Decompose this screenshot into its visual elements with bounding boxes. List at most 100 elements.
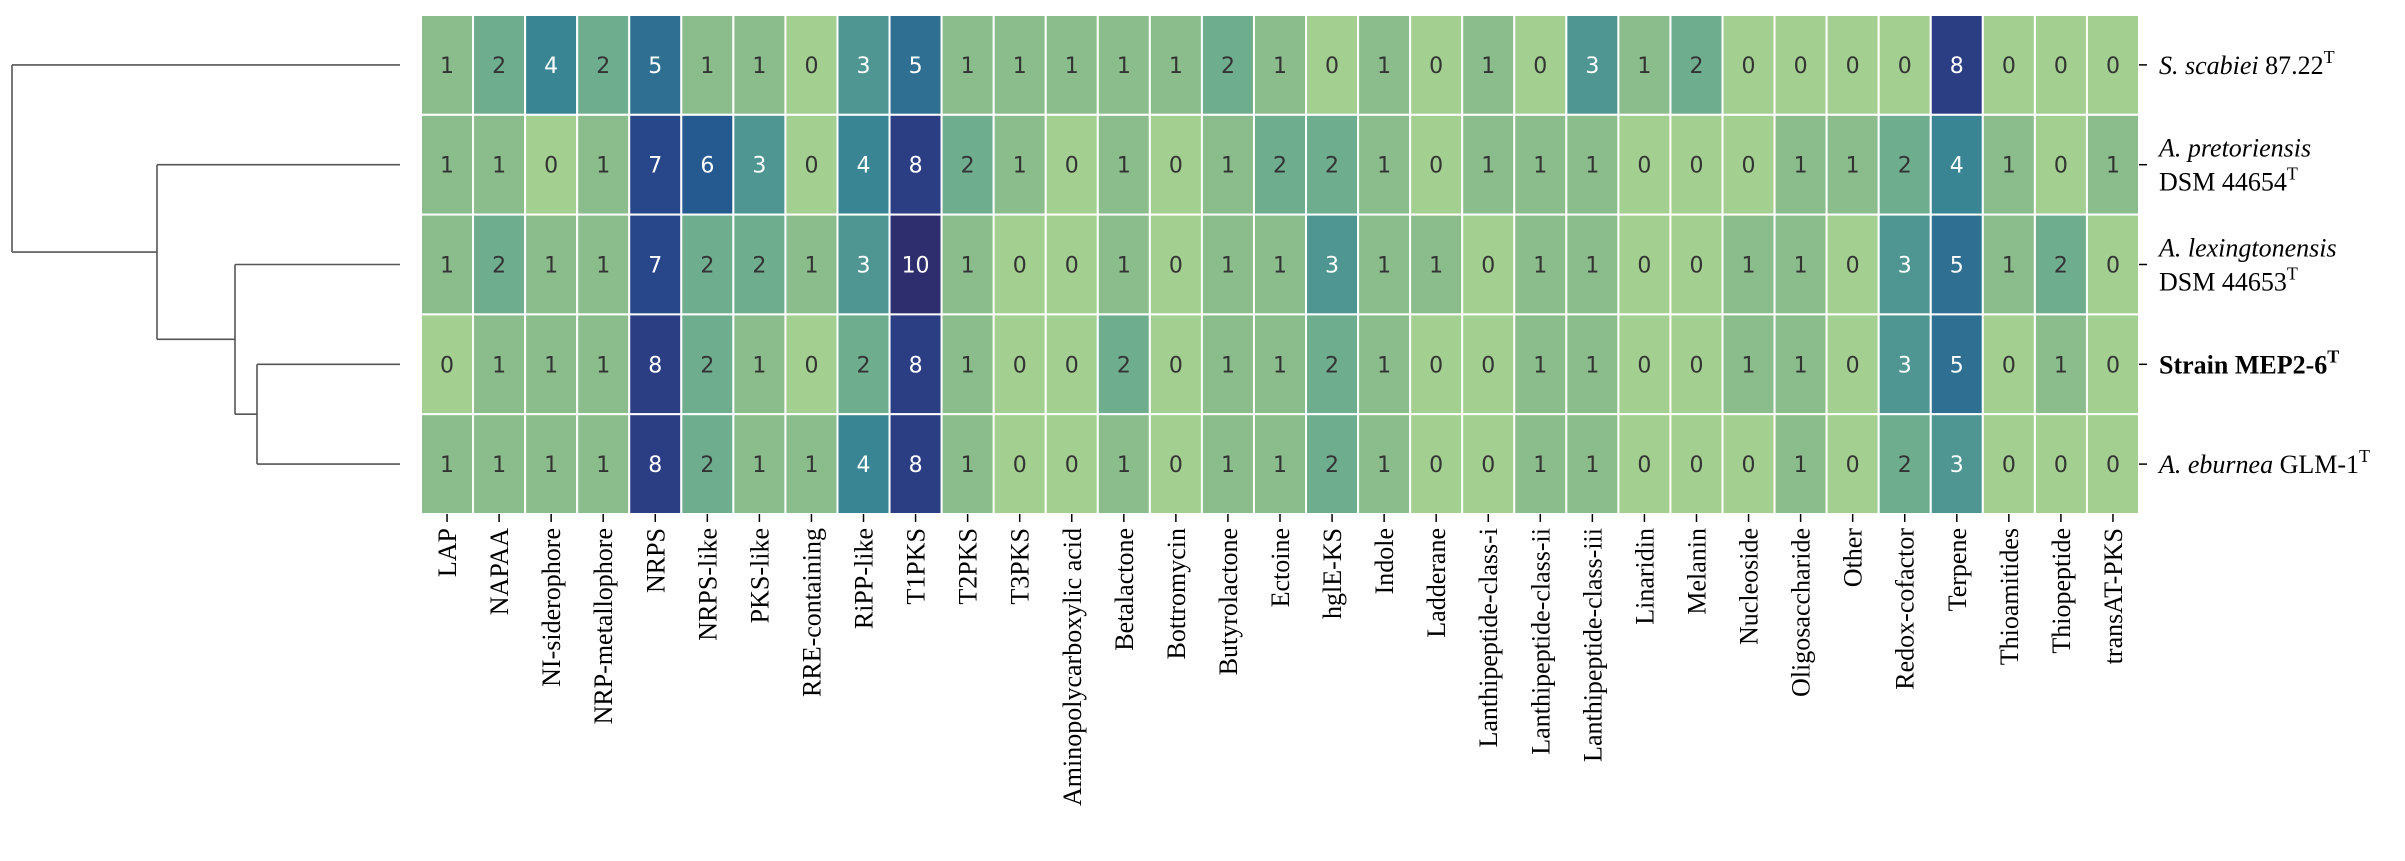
heatmap-cell <box>576 14 631 116</box>
cell-value-label: 1 <box>492 154 506 179</box>
heatmap-cell <box>420 14 475 116</box>
column-label: Lanthipeptide-class-iii <box>1578 528 1607 762</box>
heatmap-cell <box>524 113 579 216</box>
heatmap-cell <box>1513 113 1568 216</box>
heatmap-cell <box>420 213 475 316</box>
cell-value-label: 2 <box>1325 453 1339 478</box>
cell-value-label: 0 <box>544 154 558 179</box>
heatmap-cell <box>472 313 527 416</box>
cell-value-label: 2 <box>492 254 506 279</box>
cell-value-label: 1 <box>2054 353 2068 378</box>
cell-value-label: 3 <box>1325 254 1339 279</box>
cell-value-label: 1 <box>2002 254 2016 279</box>
cell-value-label: 2 <box>492 54 506 79</box>
cell-value-label: 1 <box>1273 254 1287 279</box>
heatmap-cell <box>1773 213 1828 316</box>
heatmap-cell <box>1200 313 1255 416</box>
cell-value-label: 1 <box>1377 254 1391 279</box>
heatmap-cell <box>836 113 891 216</box>
column-label: Redox-cofactor <box>1891 528 1920 690</box>
heatmap-cell <box>1200 213 1255 316</box>
heatmap-cell <box>1357 113 1412 216</box>
cell-value-label: 1 <box>804 453 818 478</box>
heatmap-cell <box>1409 413 1464 516</box>
heatmap-cell <box>1305 413 1360 516</box>
cell-value-label: 2 <box>700 453 714 478</box>
cell-value-label: 2 <box>1325 154 1339 179</box>
column-label: NI-siderophore <box>537 528 566 687</box>
column-label: Butyrolactone <box>1214 528 1243 675</box>
column-label: Nucleoside <box>1735 528 1764 645</box>
heatmap-cell <box>1148 313 1203 416</box>
cell-value-label: 0 <box>1065 254 1079 279</box>
cell-value-label: 2 <box>1898 154 1912 179</box>
row-label: A. eburnea GLM-1T <box>2157 446 2370 479</box>
column-label: hglE-KS <box>1318 528 1347 619</box>
cell-value-label: 1 <box>961 453 975 478</box>
row-label-type-strain-mark: T <box>2287 164 2298 184</box>
heatmap-cell <box>1200 413 1255 516</box>
row-label-type-strain-mark: T <box>2327 346 2339 366</box>
cell-value-label: 8 <box>1950 54 1964 79</box>
heatmap-cell <box>1773 113 1828 216</box>
column-label: transAT-PKS <box>2099 528 2128 664</box>
cell-value-label: 1 <box>1117 154 1131 179</box>
heatmap-cell <box>1565 213 1620 316</box>
cell-value-label: 1 <box>1221 353 1235 378</box>
row-label-name: Strain MEP2-6 <box>2159 350 2327 379</box>
heatmap-cell <box>1252 14 1308 116</box>
cell-value-label: 1 <box>544 453 558 478</box>
heatmap-cell <box>1252 413 1308 516</box>
cell-value-label: 1 <box>961 254 975 279</box>
cell-value-label: 1 <box>1637 54 1651 79</box>
column-label: NRPS <box>641 528 670 593</box>
row-label-line2: DSM 44653T <box>2159 264 2298 297</box>
heatmap-cell <box>1929 413 1984 516</box>
cell-value-label: 2 <box>700 353 714 378</box>
column-label: T3PKS <box>1006 528 1035 605</box>
cell-value-label: 1 <box>544 353 558 378</box>
row-label-type-strain-mark: T <box>2359 446 2370 466</box>
cell-value-label: 5 <box>1950 254 1964 279</box>
cell-value-label: 1 <box>1273 353 1287 378</box>
heatmap-cell <box>1721 213 1776 316</box>
heatmap-cell <box>1981 413 2036 516</box>
cell-value-label: 2 <box>1273 154 1287 179</box>
cell-value-label: 8 <box>909 154 923 179</box>
heatmap-cell <box>628 113 683 216</box>
heatmap-cell <box>576 313 631 416</box>
cell-value-label: 1 <box>752 453 766 478</box>
heatmap-cell <box>2033 313 2088 416</box>
cell-value-label: 1 <box>1013 54 1027 79</box>
cell-value-label: 8 <box>648 453 662 478</box>
cell-value-label: 0 <box>1169 353 1183 378</box>
cell-value-label: 1 <box>1013 154 1027 179</box>
cell-value-label: 0 <box>804 353 818 378</box>
cell-value-label: 1 <box>961 54 975 79</box>
cell-value-label: 2 <box>1221 54 1235 79</box>
column-label: Indole <box>1370 528 1399 594</box>
heatmap-cell <box>1513 213 1568 316</box>
row-dendrogram <box>11 64 400 465</box>
heatmap-cell <box>784 413 839 516</box>
cell-value-label: 8 <box>648 353 662 378</box>
cell-value-label: 1 <box>492 453 506 478</box>
heatmap-cell <box>1461 213 1516 316</box>
cell-value-label: 5 <box>909 54 923 79</box>
cell-value-label: 0 <box>1637 353 1651 378</box>
heatmap-cell <box>784 113 839 216</box>
cell-value-label: 0 <box>2106 54 2120 79</box>
cell-value-label: 1 <box>1117 254 1131 279</box>
cell-value-label: 0 <box>1689 254 1703 279</box>
cell-value-label: 1 <box>1065 54 1079 79</box>
cell-value-label: 7 <box>648 154 662 179</box>
cell-value-label: 0 <box>1013 453 1027 478</box>
cell-value-label: 4 <box>857 453 871 478</box>
cell-value-label: 1 <box>1794 254 1808 279</box>
cell-value-label: 0 <box>1898 54 1912 79</box>
column-label: Ectoine <box>1266 528 1295 607</box>
cell-value-label: 1 <box>1169 54 1183 79</box>
column-label: Ladderane <box>1422 528 1451 638</box>
